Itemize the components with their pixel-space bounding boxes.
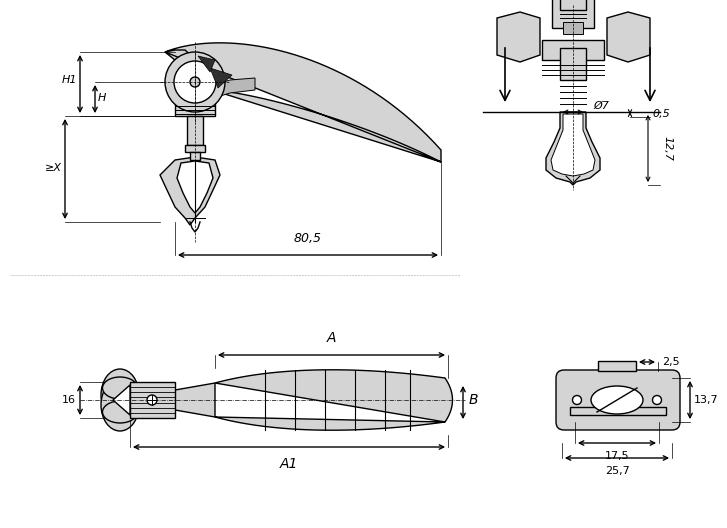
Text: ≥X: ≥X [45, 163, 62, 173]
Circle shape [174, 61, 216, 103]
Polygon shape [546, 112, 600, 185]
Ellipse shape [591, 386, 643, 414]
Bar [175, 102, 215, 116]
Ellipse shape [101, 379, 139, 431]
Polygon shape [207, 78, 255, 100]
Text: 16: 16 [62, 395, 76, 405]
Bar [542, 40, 604, 60]
Polygon shape [198, 56, 215, 72]
Bar [552, 0, 594, 28]
Polygon shape [607, 12, 650, 62]
Circle shape [190, 77, 200, 87]
Ellipse shape [103, 377, 137, 399]
Bar [187, 116, 203, 145]
Bar [560, 48, 586, 80]
Text: 0,5: 0,5 [652, 109, 670, 119]
Text: 17,5: 17,5 [605, 451, 630, 461]
Ellipse shape [101, 369, 139, 421]
Bar [563, 22, 583, 34]
Polygon shape [175, 383, 215, 417]
Bar [130, 382, 175, 418]
Circle shape [147, 395, 157, 405]
Polygon shape [113, 385, 130, 415]
Polygon shape [551, 114, 595, 176]
Polygon shape [210, 68, 232, 88]
Bar [598, 361, 636, 371]
Polygon shape [497, 12, 540, 62]
FancyBboxPatch shape [556, 370, 680, 430]
Text: 80,5: 80,5 [294, 232, 322, 245]
Text: A1: A1 [280, 457, 298, 471]
Polygon shape [165, 43, 441, 162]
Bar [570, 407, 666, 415]
Polygon shape [215, 370, 452, 430]
Text: H1: H1 [62, 75, 77, 85]
Polygon shape [177, 161, 213, 213]
Bar [190, 152, 200, 160]
Text: H: H [98, 93, 106, 103]
Circle shape [653, 395, 662, 404]
Circle shape [572, 395, 582, 404]
Text: Ø7: Ø7 [593, 101, 609, 111]
Text: 13,7: 13,7 [694, 395, 718, 405]
Text: 12,7: 12,7 [662, 136, 672, 161]
Circle shape [165, 52, 225, 112]
Bar [560, 0, 586, 10]
Polygon shape [160, 157, 220, 225]
Text: A: A [326, 331, 337, 345]
Text: B: B [469, 393, 478, 407]
Text: 25,7: 25,7 [605, 466, 630, 476]
Ellipse shape [103, 401, 137, 423]
Text: 2,5: 2,5 [662, 357, 680, 367]
Bar [185, 145, 205, 152]
